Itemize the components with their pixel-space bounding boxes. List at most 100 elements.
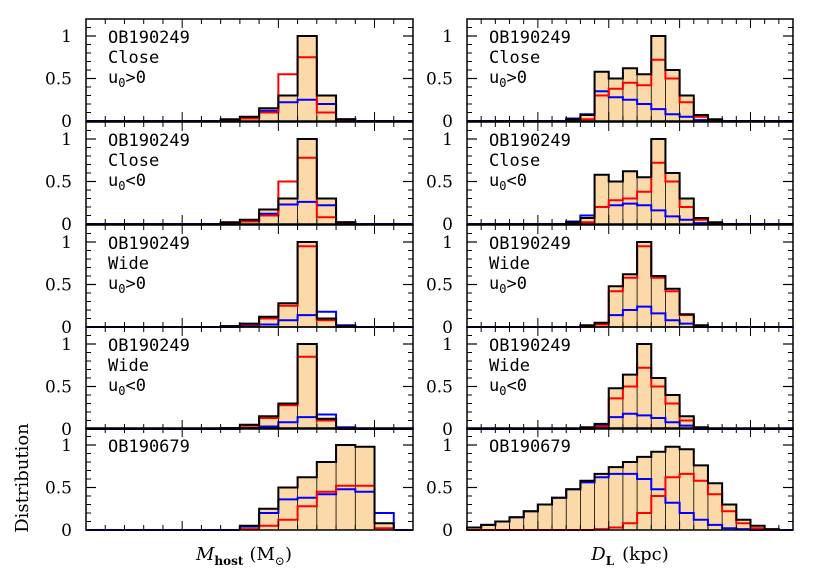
y-tick-label: 1	[61, 27, 72, 47]
y-tick-label: 0	[442, 420, 453, 440]
xlabel-sub: host	[214, 554, 243, 568]
y-tick-label: 0	[61, 112, 72, 132]
y-tick-label: 0	[61, 215, 72, 235]
panel-label-line-1: Close	[108, 151, 159, 171]
y-tick-label: 0.5	[426, 70, 453, 90]
panel-label-line-1: Wide	[489, 356, 530, 376]
y-tick-label: 0	[442, 318, 453, 338]
y-tick-label: 0	[442, 215, 453, 235]
y-tick-label: 0	[61, 420, 72, 440]
y-tick-label: 0.5	[45, 70, 72, 90]
y-tick-label: 1	[61, 233, 72, 253]
u0-subscript: 0	[118, 76, 125, 90]
y-tick-label: 1	[61, 130, 72, 150]
xlabel-sub: L	[606, 554, 615, 568]
y-tick-label: 0.5	[45, 276, 72, 296]
xlabel-unit-sub: ⊙	[275, 554, 285, 568]
total-series-line	[579, 241, 709, 327]
panel-label-line-2: u0<0	[108, 171, 146, 193]
y-tick-label: 0.5	[426, 378, 453, 398]
panel-label-line-0: OB190679	[489, 437, 571, 457]
panel-label-line-1: Wide	[489, 254, 530, 274]
total-series-line	[466, 445, 780, 531]
u0-subscript: 0	[499, 179, 506, 193]
total-series-line	[579, 343, 709, 429]
total-fill	[580, 242, 708, 327]
y-tick-label: 1	[442, 436, 453, 456]
u0-sign: >0	[506, 68, 526, 88]
y-axis-label: Distribution	[12, 423, 33, 533]
y-tick-label: 1	[61, 335, 72, 355]
total-series-line	[565, 138, 724, 224]
xlabel-main: D	[590, 544, 606, 565]
y-tick-label: 0.5	[426, 479, 453, 499]
panel-label-line-1: Wide	[108, 254, 149, 274]
total-fill	[220, 139, 356, 224]
u0-subscript: 0	[499, 282, 506, 296]
panel-label-line-2: u0>0	[489, 274, 527, 296]
total-series-line	[565, 35, 724, 121]
u0-subscript: 0	[118, 282, 125, 296]
u0-subscript: 0	[499, 384, 506, 398]
u0-sign: <0	[506, 171, 526, 191]
y-tick-label: 1	[61, 436, 72, 456]
panel-label-line-0: OB190249	[108, 336, 190, 356]
x-axis-label-dist: DL (kpc)	[590, 544, 668, 568]
y-tick-label: 0.5	[426, 276, 453, 296]
panel-label-line-1: Wide	[108, 356, 149, 376]
total-series-line	[238, 444, 395, 530]
panel-label-line-0: OB190679	[108, 437, 190, 457]
y-tick-label: 0	[61, 318, 72, 338]
u0-subscript: 0	[118, 179, 125, 193]
u0-sign: <0	[506, 376, 526, 396]
panel-label-line-2: u0<0	[489, 376, 527, 398]
panel-label-line-1: Close	[489, 48, 540, 68]
xlabel-unit: (M	[249, 544, 274, 565]
total-fill	[220, 344, 356, 429]
panel-mass-4: 0 0.5 1 OB190679	[45, 427, 414, 541]
u0-subscript: 0	[499, 76, 506, 90]
y-tick-label: 0.5	[45, 479, 72, 499]
x-axis-label-mass: Mhost (M⊙)	[195, 544, 292, 568]
panel-label-line-2: u0<0	[489, 171, 527, 193]
panel-label-line-2: u0>0	[108, 274, 146, 296]
y-tick-label: 0.5	[45, 173, 72, 193]
y-tick-label: 1	[442, 27, 453, 47]
u0-sign: >0	[125, 68, 145, 88]
panel-label-line-0: OB190249	[108, 131, 190, 151]
total-fill	[566, 36, 723, 121]
y-tick-label: 1	[442, 130, 453, 150]
u0-sign: >0	[125, 274, 145, 294]
xlabel-close: )	[285, 544, 292, 565]
xlabel-main: M	[195, 544, 215, 565]
u0-sign: <0	[125, 376, 145, 396]
y-tick-label: 0.5	[45, 378, 72, 398]
panel-label-line-0: OB190249	[489, 28, 571, 48]
y-tick-label: 0.5	[426, 173, 453, 193]
panel-label-line-2: u0<0	[108, 376, 146, 398]
panel-label-line-1: Close	[108, 48, 159, 68]
panel-label-line-0: OB190249	[489, 234, 571, 254]
xlabel-unit: (kpc)	[622, 544, 669, 565]
panel-dist-4: 0 0.5 1 OB190679	[426, 427, 794, 541]
total-fill	[580, 344, 708, 429]
panel-label-line-2: u0>0	[108, 68, 146, 90]
y-tick-label: 0	[442, 521, 453, 541]
y-tick-label: 1	[442, 335, 453, 355]
panel-label-line-1: Close	[489, 151, 540, 171]
y-tick-label: 0	[442, 112, 453, 132]
panel-label-line-2: u0>0	[489, 68, 527, 90]
u0-subscript: 0	[118, 384, 125, 398]
total-fill	[566, 139, 723, 224]
panel-label-line-0: OB190249	[489, 131, 571, 151]
panel-label-line-0: OB190249	[108, 28, 190, 48]
